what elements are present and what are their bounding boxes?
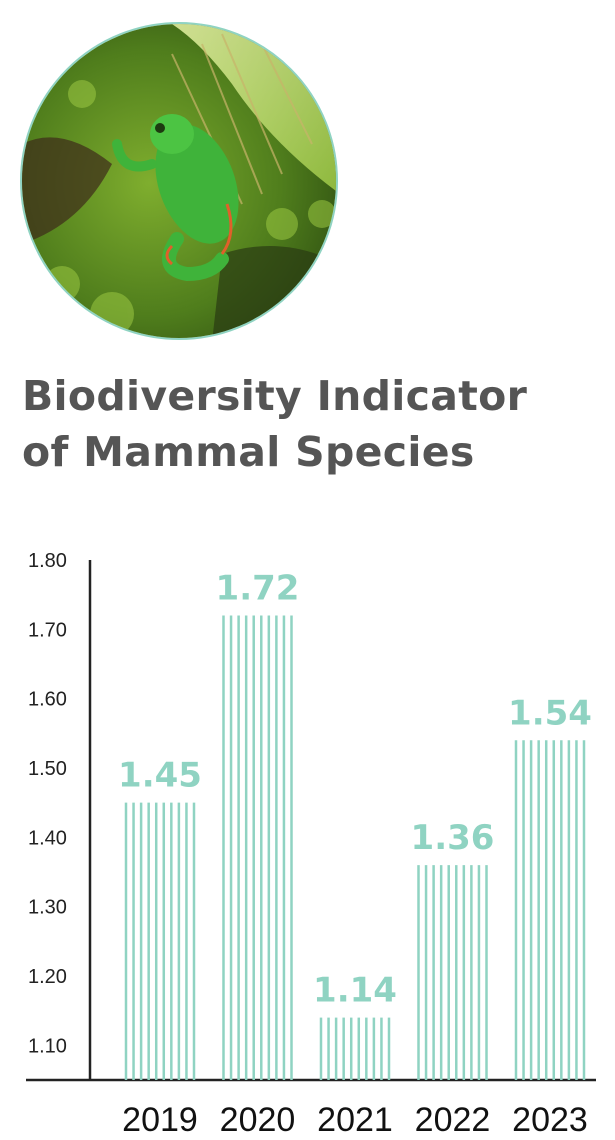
bar <box>417 865 488 1080</box>
bar <box>319 1017 391 1080</box>
y-tick-label: 1.80 <box>28 550 67 572</box>
data-label: 1.72 <box>216 568 300 608</box>
y-tick-label: 1.10 <box>28 1035 67 1057</box>
frog-on-moss-icon <box>22 24 336 338</box>
bar <box>222 615 293 1080</box>
y-tick-label: 1.70 <box>28 619 67 641</box>
y-tick-label: 1.20 <box>28 966 67 988</box>
y-tick-label: 1.40 <box>28 827 67 849</box>
x-tick-label: 2023 <box>512 1101 588 1139</box>
x-tick-label: 2021 <box>317 1101 393 1139</box>
data-label: 1.14 <box>313 971 397 1011</box>
bar <box>124 802 196 1080</box>
x-tick-label: 2022 <box>415 1101 491 1139</box>
y-tick-label: 1.30 <box>28 897 67 919</box>
chart-title-line-1: Biodiversity Indicator <box>22 372 528 420</box>
data-label: 1.54 <box>508 693 592 733</box>
data-label: 1.36 <box>411 818 495 858</box>
data-label: 1.45 <box>118 756 202 796</box>
y-tick-label: 1.60 <box>28 689 67 711</box>
frog-photo <box>20 22 338 340</box>
chart-title: Biodiversity Indicator of Mammal Species <box>22 368 527 480</box>
chart-title-line-2: of Mammal Species <box>22 428 475 476</box>
x-tick-label: 2020 <box>220 1101 296 1139</box>
x-tick-label: 2019 <box>122 1101 198 1139</box>
bar <box>514 740 586 1080</box>
y-tick-label: 1.50 <box>28 758 67 780</box>
